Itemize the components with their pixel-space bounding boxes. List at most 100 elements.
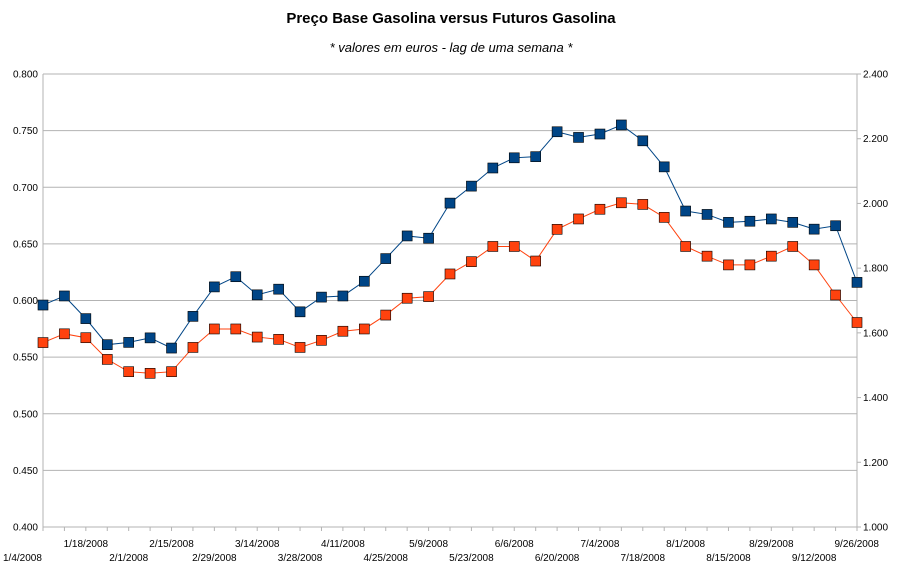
data-point xyxy=(380,309,392,321)
data-point xyxy=(101,339,113,350)
data-point xyxy=(101,354,113,365)
left-tick-label: 0.650 xyxy=(13,239,38,250)
chart-title: Preço Base Gasolina versus Futuros Gasol… xyxy=(286,10,616,27)
series-1 xyxy=(37,119,863,354)
data-point xyxy=(166,342,177,354)
data-point xyxy=(508,152,520,164)
data-point xyxy=(573,213,584,225)
series xyxy=(37,119,863,379)
x-tick-label: 6/20/2008 xyxy=(535,553,580,564)
data-point xyxy=(294,342,306,353)
x-tick-label: 8/15/2008 xyxy=(706,553,751,564)
data-point xyxy=(59,290,70,302)
data-point xyxy=(530,255,541,267)
left-tick-label: 0.600 xyxy=(13,296,38,307)
data-point xyxy=(637,135,649,147)
data-point xyxy=(787,241,799,252)
x-tick-label: 4/11/2008 xyxy=(321,539,365,550)
x-tick-label: 3/14/2008 xyxy=(235,539,280,550)
right-tick-label: 2.400 xyxy=(863,70,888,81)
x-tick-label: 8/29/2008 xyxy=(749,539,794,550)
left-tick-label: 0.500 xyxy=(13,409,38,420)
left-tick-label: 0.450 xyxy=(13,466,38,477)
data-point xyxy=(658,161,670,173)
data-point xyxy=(144,332,156,344)
data-point xyxy=(487,162,499,174)
data-point xyxy=(701,209,713,220)
data-point xyxy=(166,366,177,377)
data-point xyxy=(723,259,734,271)
grid xyxy=(43,73,857,528)
right-y-axis: 1.000 1.200 1.400 1.600 1.800 2.000 2.200 2.400 xyxy=(857,70,888,534)
data-point xyxy=(616,119,627,131)
data-point xyxy=(851,277,863,288)
data-point xyxy=(37,299,49,311)
data-point xyxy=(766,213,777,225)
data-point xyxy=(37,337,49,348)
x-tick-label: 2/1/2008 xyxy=(109,553,148,564)
data-point xyxy=(830,289,841,301)
right-tick-label: 1.400 xyxy=(863,393,888,404)
data-point xyxy=(466,256,477,267)
data-point xyxy=(294,306,306,318)
right-tick-label: 1.200 xyxy=(863,458,888,469)
x-tick-label: 2/29/2008 xyxy=(192,553,237,564)
left-tick-label: 0.700 xyxy=(13,183,38,194)
right-tick-label: 1.800 xyxy=(863,264,888,275)
data-point xyxy=(123,366,134,377)
data-point xyxy=(316,334,327,346)
left-tick-label: 0.750 xyxy=(13,126,38,137)
data-point xyxy=(680,205,691,217)
data-point xyxy=(423,291,434,302)
data-point xyxy=(80,313,92,324)
x-tick-label: 3/28/2008 xyxy=(278,553,323,564)
data-point xyxy=(337,325,349,337)
data-point xyxy=(273,334,284,345)
data-point xyxy=(444,197,456,209)
right-tick-label: 1.600 xyxy=(863,328,888,339)
data-point xyxy=(251,289,263,301)
x-tick-label: 8/1/2008 xyxy=(666,539,705,550)
data-point xyxy=(316,291,327,303)
data-point xyxy=(273,283,284,295)
data-point xyxy=(144,368,156,379)
data-point xyxy=(359,275,370,287)
data-point xyxy=(680,241,691,252)
x-tick-label: 7/4/2008 xyxy=(580,539,619,550)
data-point xyxy=(59,328,70,340)
x-tick-label: 1/4/2008 xyxy=(3,553,42,564)
data-point xyxy=(637,199,649,210)
data-point xyxy=(487,241,499,252)
right-tick-label: 2.200 xyxy=(863,134,888,145)
data-point xyxy=(551,224,563,235)
x-axis: 1/18/2008 2/15/2008 3/14/2008 4/11/2008 5/9/… xyxy=(3,527,879,564)
right-tick-label: 1.000 xyxy=(863,523,888,534)
data-point xyxy=(530,151,541,162)
data-point xyxy=(380,253,392,264)
right-tick-label: 2.000 xyxy=(863,199,888,210)
data-point xyxy=(744,259,756,271)
data-point xyxy=(466,180,477,192)
data-point xyxy=(444,268,456,280)
data-point xyxy=(187,342,199,353)
left-tick-label: 0.550 xyxy=(13,353,38,364)
x-tick-label: 2/15/2008 xyxy=(149,539,194,550)
left-y-axis: 0.400 0.450 0.500 0.550 0.600 0.650 0.700 0.750… xyxy=(13,70,38,534)
data-point xyxy=(359,323,370,335)
x-tick-label: 6/6/2008 xyxy=(495,539,534,550)
x-tick-label: 9/26/2008 xyxy=(835,539,880,550)
x-tick-label: 5/9/2008 xyxy=(409,539,448,550)
data-point xyxy=(209,323,220,335)
data-point xyxy=(230,271,242,283)
x-tick-label: 1/18/2008 xyxy=(64,539,109,550)
data-point xyxy=(701,250,713,262)
data-point xyxy=(766,250,777,262)
series-line xyxy=(42,202,858,374)
data-point xyxy=(187,311,199,322)
series-2 xyxy=(37,197,863,379)
chart-subtitle: * valores em euros - lag de uma semana * xyxy=(330,40,574,55)
data-point xyxy=(808,223,820,235)
data-point xyxy=(337,290,349,302)
data-point xyxy=(123,337,134,348)
